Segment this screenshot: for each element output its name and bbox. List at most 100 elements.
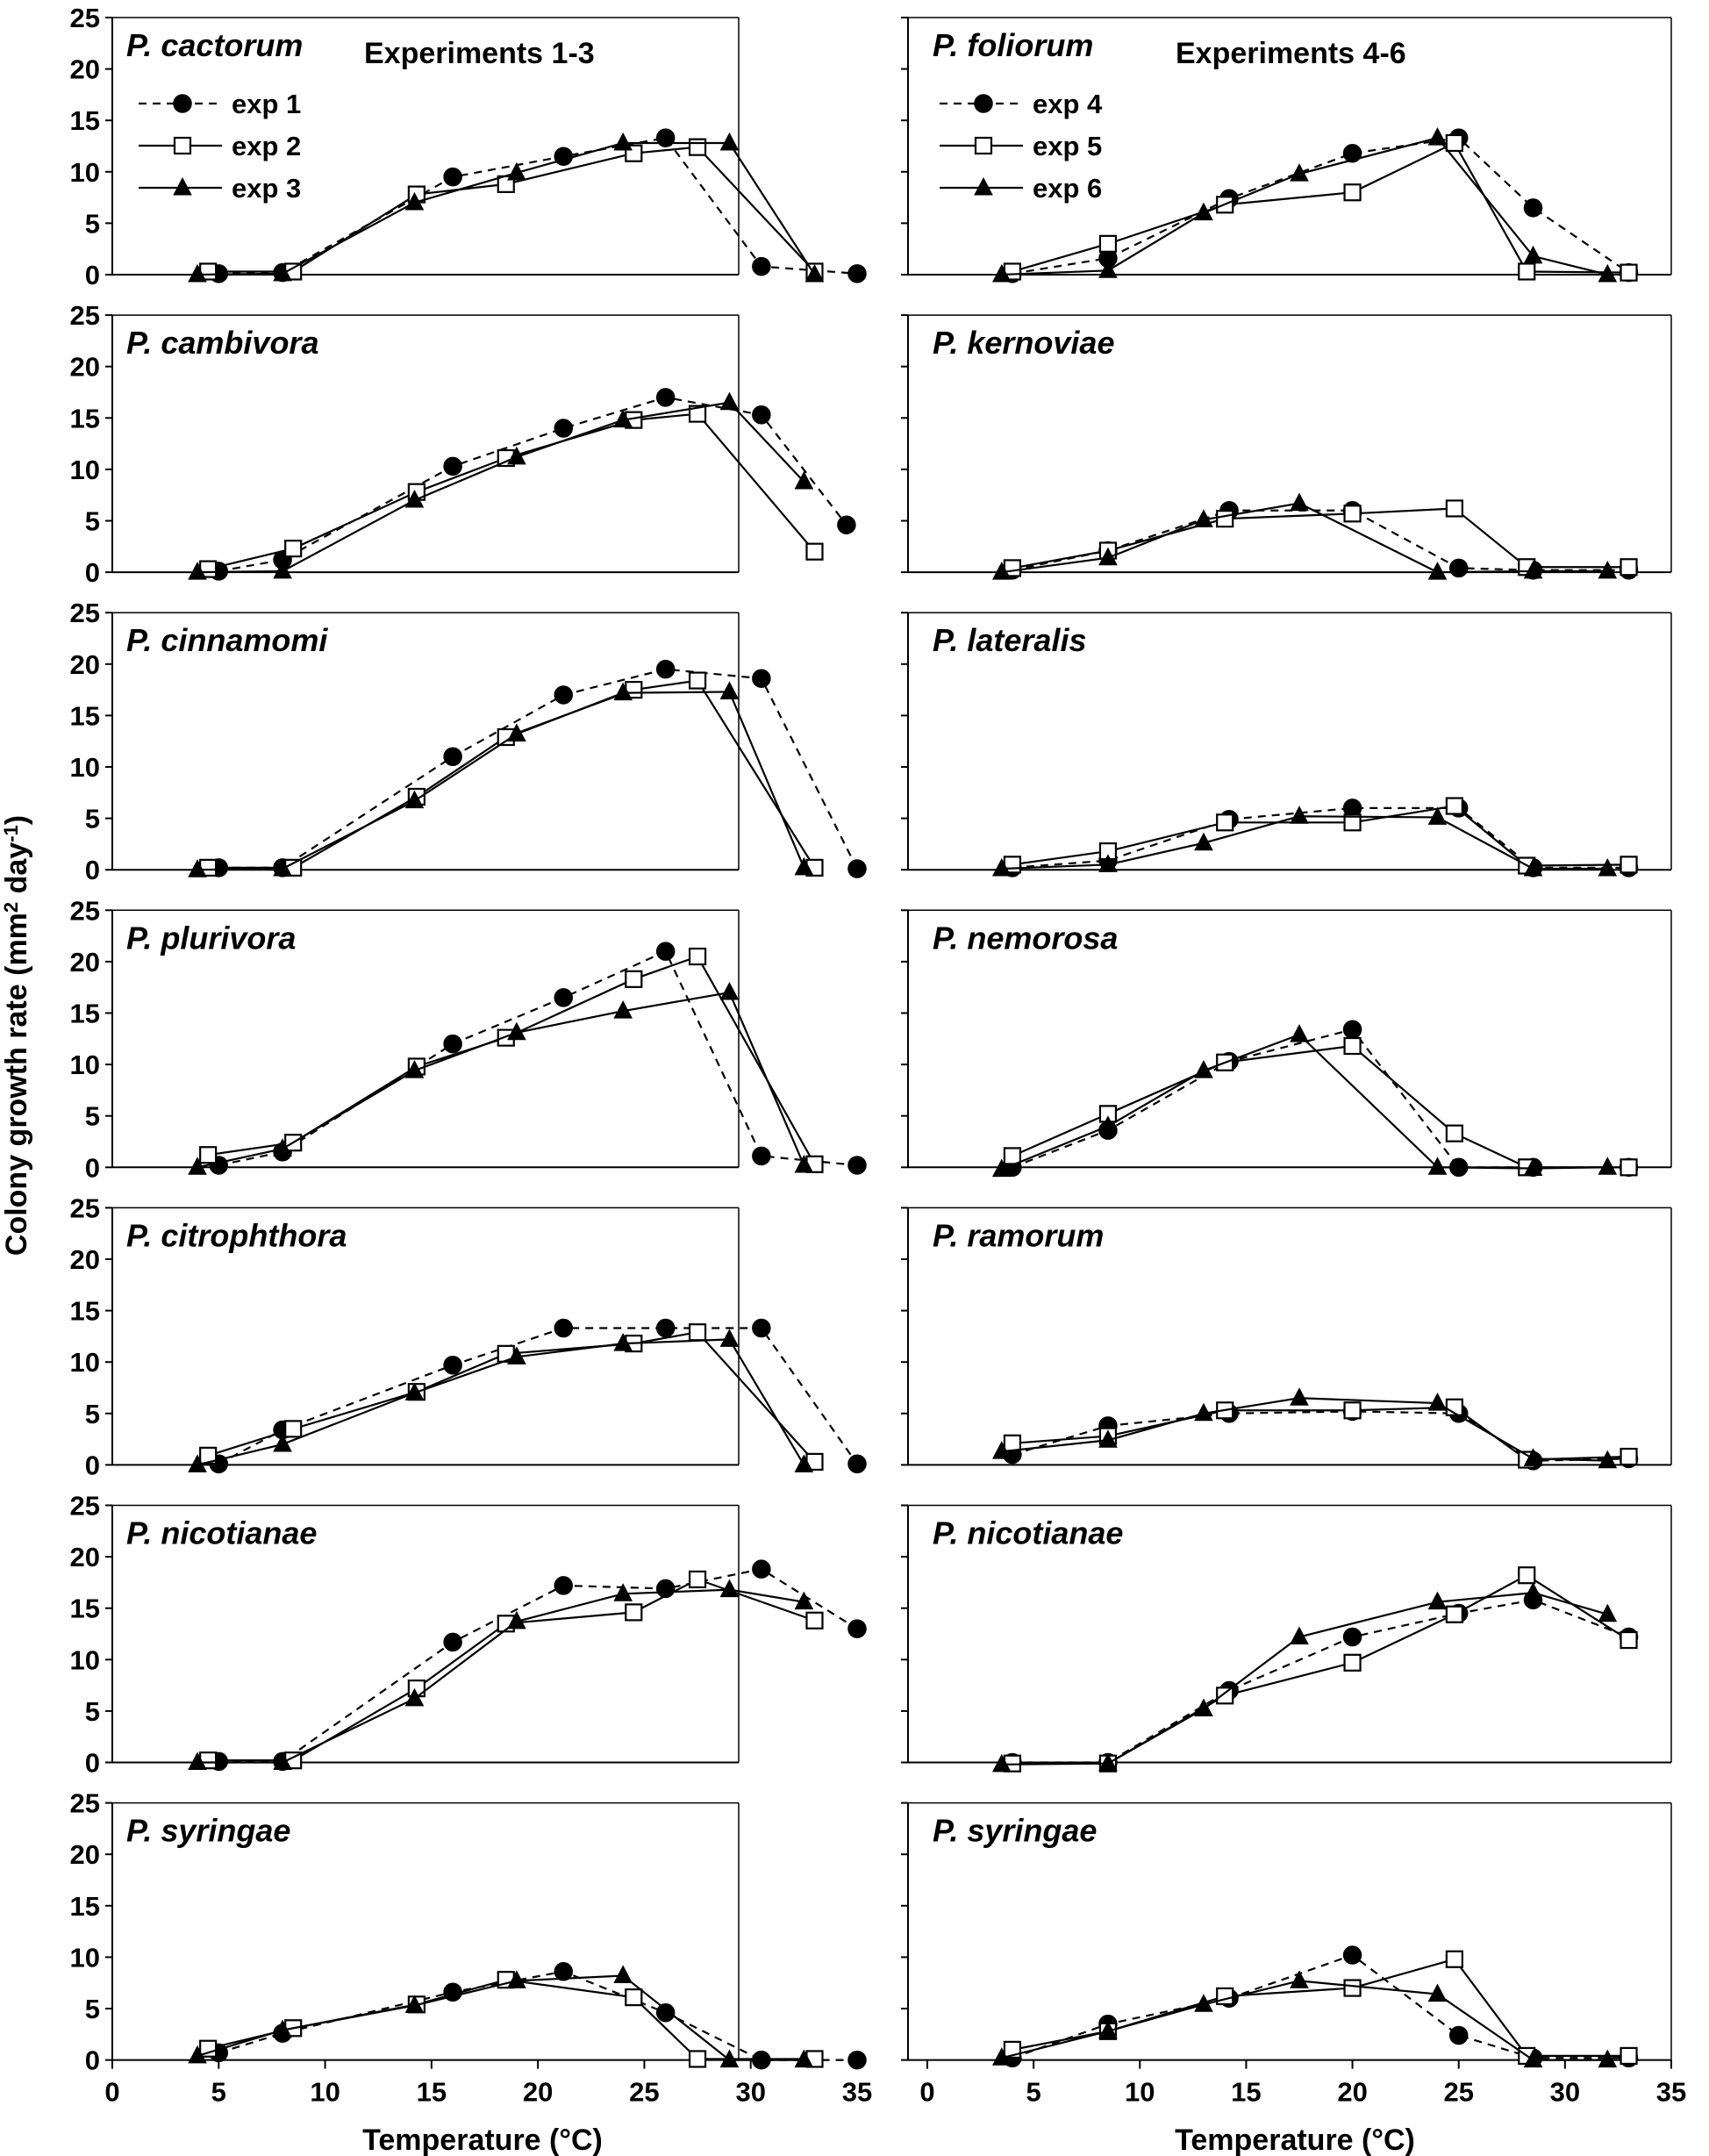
data-point [1003, 1434, 1022, 1452]
y-tick-label: 25 [70, 1193, 100, 1223]
data-point [1523, 560, 1543, 579]
data-point [991, 1753, 1012, 1773]
data-point [1448, 558, 1469, 578]
data-point [1620, 856, 1638, 874]
data-point [991, 263, 1012, 283]
series-exp-5 [1003, 1036, 1638, 1177]
x-axis-title-right: Temperature (°C) [1175, 2124, 1415, 2156]
data-point [507, 1021, 526, 1041]
panel-title: P. cactorum [126, 27, 303, 63]
y-tick-label: 25 [70, 1491, 100, 1522]
series-line [1001, 1592, 1608, 1766]
data-point [794, 1454, 814, 1472]
data-point [794, 856, 814, 876]
data-point [688, 1570, 707, 1588]
series-exp-5 [1003, 133, 1638, 282]
y-tick-label: 25 [70, 3, 100, 33]
data-point [273, 1433, 292, 1452]
data-point [1098, 1115, 1118, 1134]
data-point [1290, 1024, 1309, 1042]
data-point [719, 2049, 740, 2068]
data-point [188, 2045, 207, 2064]
data-point [837, 515, 856, 534]
series-line [208, 1578, 815, 1762]
legend-entry: exp 5 [940, 131, 1102, 161]
data-point [847, 859, 867, 878]
data-point [688, 947, 707, 966]
data-point [752, 1559, 771, 1579]
panel-right-5: P. nicotianae [901, 1504, 1672, 1773]
data-point [1523, 198, 1543, 218]
series-exp-1 [209, 942, 867, 1175]
panel-left-5: 0 5 10 15 20 25 P. nicotianae [70, 1491, 867, 1779]
data-point [188, 1751, 207, 1770]
y-tick-label: 25 [70, 300, 100, 331]
legend-marker [974, 136, 993, 155]
data-point [1216, 510, 1234, 528]
x-tick-label: 30 [1550, 2077, 1580, 2108]
panel-title: P. nicotianae [126, 1515, 317, 1551]
panel-title: P. foliorum [933, 27, 1093, 63]
data-point [752, 669, 771, 688]
series-line [1001, 815, 1608, 870]
panel-right-2: P. lateralis [901, 612, 1672, 877]
legend-label: exp 1 [232, 89, 301, 119]
y-tick-label: 5 [85, 506, 100, 537]
series-exp-1 [209, 659, 867, 878]
data-point [1343, 1653, 1362, 1672]
y-tick-label: 25 [70, 1788, 100, 1819]
legend-entry: exp 6 [940, 173, 1102, 204]
series-exp-6 [991, 127, 1618, 283]
y-tick-label: 5 [85, 208, 100, 239]
data-point [847, 264, 867, 283]
data-point [613, 1000, 633, 1019]
data-point [199, 1446, 218, 1465]
series-exp-6 [991, 1024, 1618, 1178]
data-point [1216, 1687, 1234, 1705]
data-point [1518, 262, 1536, 281]
data-point [1427, 127, 1448, 146]
data-point [613, 682, 633, 701]
y-tick-label: 0 [85, 1748, 100, 1779]
y-tick-label: 5 [85, 804, 100, 834]
data-point [404, 790, 425, 809]
data-point [554, 1962, 574, 1981]
data-point [805, 1611, 824, 1630]
data-point [443, 1355, 462, 1375]
series-line [218, 1567, 858, 1763]
data-point [507, 1970, 526, 1988]
panel-title: P. cinnamomi [126, 622, 328, 658]
data-point [655, 2002, 676, 2023]
data-point [1343, 813, 1362, 832]
series-exp-3 [188, 981, 814, 1175]
series-line [1001, 502, 1608, 574]
series-line [1012, 1953, 1629, 2059]
data-point [554, 988, 574, 1007]
y-tick-label: 5 [85, 1696, 100, 1727]
series-exp-3 [188, 1965, 814, 2068]
y-tick-label: 10 [70, 1942, 100, 1973]
data-point [1448, 2025, 1469, 2045]
series-exp-3 [188, 681, 814, 877]
data-point [1098, 1752, 1118, 1772]
data-point [1445, 133, 1463, 153]
y-tick-label: 0 [85, 260, 100, 290]
data-point [1620, 1158, 1638, 1177]
data-point [1598, 1450, 1618, 1469]
series-exp-5 [1003, 1950, 1638, 2066]
data-point [554, 147, 574, 166]
data-point [507, 161, 526, 181]
y-tick-label: 15 [70, 1891, 100, 1922]
y-tick-label: 0 [85, 1152, 100, 1183]
panel-title: P. plurivora [126, 920, 296, 956]
data-point [991, 562, 1012, 580]
data-point [284, 540, 303, 558]
x-tick-label: 35 [1656, 2077, 1686, 2108]
y-tick-label: 5 [85, 1399, 100, 1429]
data-point [273, 1138, 292, 1157]
data-point [1342, 1627, 1362, 1647]
data-point [655, 659, 676, 679]
y-tick-label: 0 [85, 2045, 100, 2076]
series-exp-4 [1003, 1590, 1639, 1773]
